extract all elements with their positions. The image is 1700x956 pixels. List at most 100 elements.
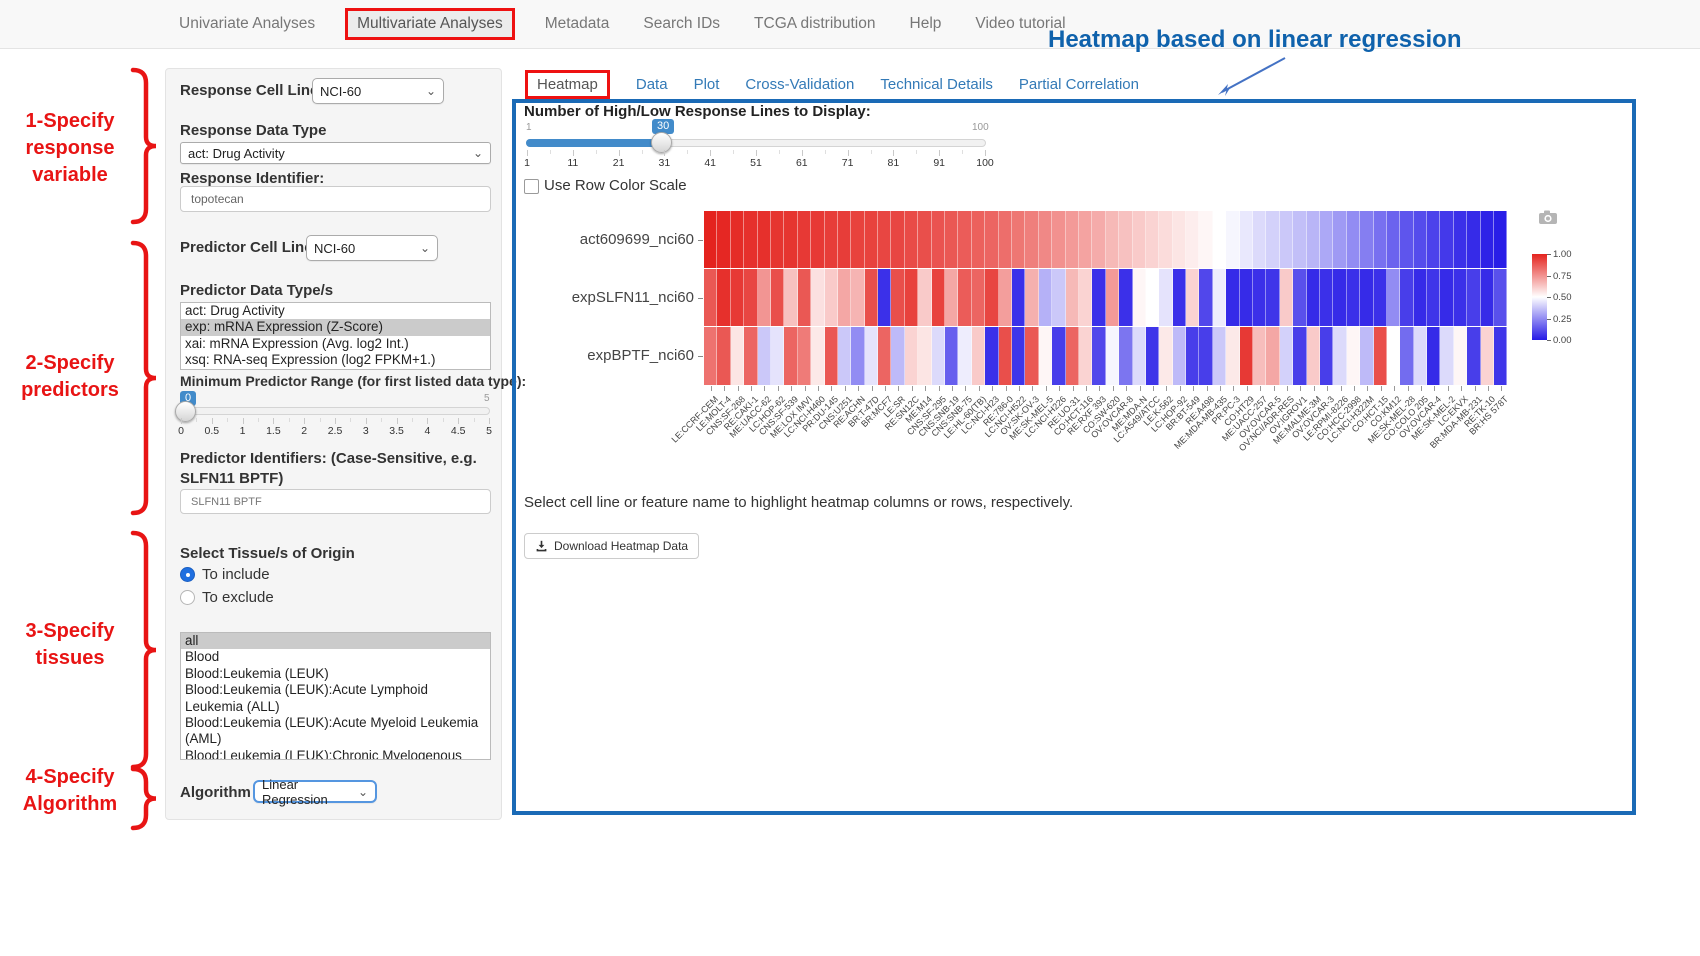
heatmap-cell[interactable] — [1038, 269, 1053, 326]
heatmap-cell[interactable] — [1172, 327, 1187, 385]
heatmap-cell[interactable] — [1293, 269, 1307, 326]
heatmap-cell[interactable] — [985, 211, 999, 268]
heatmap-cell[interactable] — [824, 327, 838, 385]
heatmap-cell[interactable] — [1413, 327, 1428, 385]
heatmap-cell[interactable] — [1293, 327, 1307, 385]
heatmap-cell[interactable] — [1494, 269, 1508, 326]
heatmap-cell[interactable] — [1319, 211, 1334, 268]
nav-item-tcga-distribution[interactable]: TCGA distribution — [754, 15, 876, 32]
heatmap-cell[interactable] — [891, 327, 905, 385]
heatmap-cell[interactable] — [851, 327, 865, 385]
heatmap-cell[interactable] — [811, 269, 825, 326]
heatmap-cell[interactable] — [744, 211, 758, 268]
heatmap-cell[interactable] — [757, 327, 771, 385]
heatmap-cell[interactable] — [757, 269, 771, 326]
heatmap-cell[interactable] — [1373, 269, 1387, 326]
heatmap-cell[interactable] — [1199, 211, 1213, 268]
heatmap-cell[interactable] — [851, 269, 865, 326]
heatmap-cell[interactable] — [770, 269, 785, 326]
algorithm-select[interactable]: Linear Regression ⌄ — [253, 777, 377, 807]
heatmap-cell[interactable] — [1440, 327, 1454, 385]
heatmap-cell[interactable] — [1172, 211, 1187, 268]
heatmap-cell[interactable] — [1319, 269, 1334, 326]
predictor-type-option-act-drug-activity[interactable]: act: Drug Activity — [185, 303, 285, 318]
heatmap-cell[interactable] — [998, 211, 1012, 268]
tab-partial-correlation[interactable]: Partial Correlation — [1018, 76, 1139, 93]
heatmap-cell[interactable] — [918, 327, 932, 385]
heatmap-cell[interactable] — [1212, 211, 1227, 268]
heatmap-cell[interactable] — [1212, 327, 1227, 385]
predictor-type-option-exp-mrna-expression-z-score[interactable]: exp: mRNA Expression (Z-Score) — [181, 319, 490, 336]
heatmap-cell[interactable] — [1105, 269, 1120, 326]
heatmap-cell[interactable] — [1092, 327, 1106, 385]
heatmap-cell[interactable] — [1400, 269, 1414, 326]
heatmap-cell[interactable] — [1226, 269, 1240, 326]
response-identifier-input[interactable] — [180, 186, 491, 212]
heatmap-cell[interactable] — [958, 269, 972, 326]
heatmap-cell[interactable] — [985, 327, 999, 385]
heatmap-cell[interactable] — [918, 211, 932, 268]
heatmap-cell[interactable] — [1065, 327, 1079, 385]
heatmap-row-label-expbptf-nci60[interactable]: expBPTF_nci60 — [587, 347, 694, 364]
heatmap-cell[interactable] — [1239, 327, 1254, 385]
heatmap-cell[interactable] — [1306, 211, 1320, 268]
heatmap-row-label-expslfn11-nci60[interactable]: expSLFN11_nci60 — [571, 289, 694, 306]
heatmap-cell[interactable] — [797, 327, 812, 385]
heatmap-cell[interactable] — [1386, 269, 1401, 326]
heatmap-cell[interactable] — [1360, 327, 1374, 385]
heatmap-cell[interactable] — [1279, 269, 1294, 326]
heatmap-cell[interactable] — [1011, 211, 1026, 268]
heatmap-cell[interactable] — [797, 211, 812, 268]
heatmap-cell[interactable] — [1373, 327, 1387, 385]
heatmap-cell[interactable] — [1186, 211, 1200, 268]
heatmap-cell[interactable] — [1253, 269, 1267, 326]
heatmap-cell[interactable] — [1159, 327, 1173, 385]
heatmap-cell[interactable] — [730, 269, 745, 326]
nav-item-search-ids[interactable]: Search IDs — [643, 15, 721, 32]
heatmap-cell[interactable] — [730, 327, 745, 385]
heatmap-cell[interactable] — [797, 269, 812, 326]
heatmap-cell[interactable] — [1346, 269, 1361, 326]
heatmap-cell[interactable] — [1266, 211, 1280, 268]
predictor-identifiers-input[interactable] — [180, 489, 491, 514]
heatmap-cell[interactable] — [1159, 211, 1173, 268]
heatmap-cell[interactable] — [1373, 211, 1387, 268]
tab-heatmap[interactable]: Heatmap — [525, 70, 610, 99]
heatmap-cell[interactable] — [1159, 269, 1173, 326]
heatmap-cell[interactable] — [1494, 327, 1508, 385]
tissue-include-radio[interactable] — [180, 567, 195, 582]
nav-item-multivariate-analyses[interactable]: Multivariate Analyses — [345, 8, 515, 40]
predictor-cell-line-set-select[interactable]: NCI-60 ⌄ — [306, 235, 438, 261]
heatmap-cell[interactable] — [1092, 211, 1106, 268]
heatmap-cell[interactable] — [931, 269, 946, 326]
nav-item-metadata[interactable]: Metadata — [544, 15, 610, 32]
heatmap-cell[interactable] — [1119, 327, 1133, 385]
tissue-option-blood-leukemia-leuk-chronic-myelogenous-leukemia-cml[interactable]: Blood:Leukemia (LEUK):Chronic Myelogenou… — [185, 747, 462, 760]
heatmap-cell[interactable] — [904, 211, 919, 268]
heatmap-cell[interactable] — [1011, 327, 1026, 385]
heatmap-cell[interactable] — [1052, 327, 1066, 385]
heatmap-cell[interactable] — [1253, 211, 1267, 268]
heatmap-cell[interactable] — [864, 269, 879, 326]
heatmap-cell[interactable] — [717, 269, 731, 326]
tab-data[interactable]: Data — [635, 76, 668, 93]
heatmap-cell[interactable] — [985, 269, 999, 326]
heatmap-cell[interactable] — [864, 211, 879, 268]
lines-slider-handle[interactable] — [651, 132, 672, 153]
heatmap-cell[interactable] — [1400, 211, 1414, 268]
heatmap-cell[interactable] — [1105, 327, 1120, 385]
tissue-exclude-label[interactable]: To exclude — [202, 589, 274, 606]
heatmap-cell[interactable] — [1346, 327, 1361, 385]
heatmap-cell[interactable] — [1186, 269, 1200, 326]
heatmap-cell[interactable] — [1386, 327, 1401, 385]
heatmap-cell[interactable] — [1440, 269, 1454, 326]
heatmap-cell[interactable] — [864, 327, 879, 385]
heatmap-cell[interactable] — [730, 211, 745, 268]
heatmap-cell[interactable] — [998, 269, 1012, 326]
heatmap-cell[interactable] — [1400, 327, 1414, 385]
heatmap-cell[interactable] — [1172, 269, 1187, 326]
heatmap-cell[interactable] — [971, 211, 986, 268]
heatmap-cell[interactable] — [811, 327, 825, 385]
heatmap-cell[interactable] — [1052, 269, 1066, 326]
heatmap-cell[interactable] — [1119, 211, 1133, 268]
